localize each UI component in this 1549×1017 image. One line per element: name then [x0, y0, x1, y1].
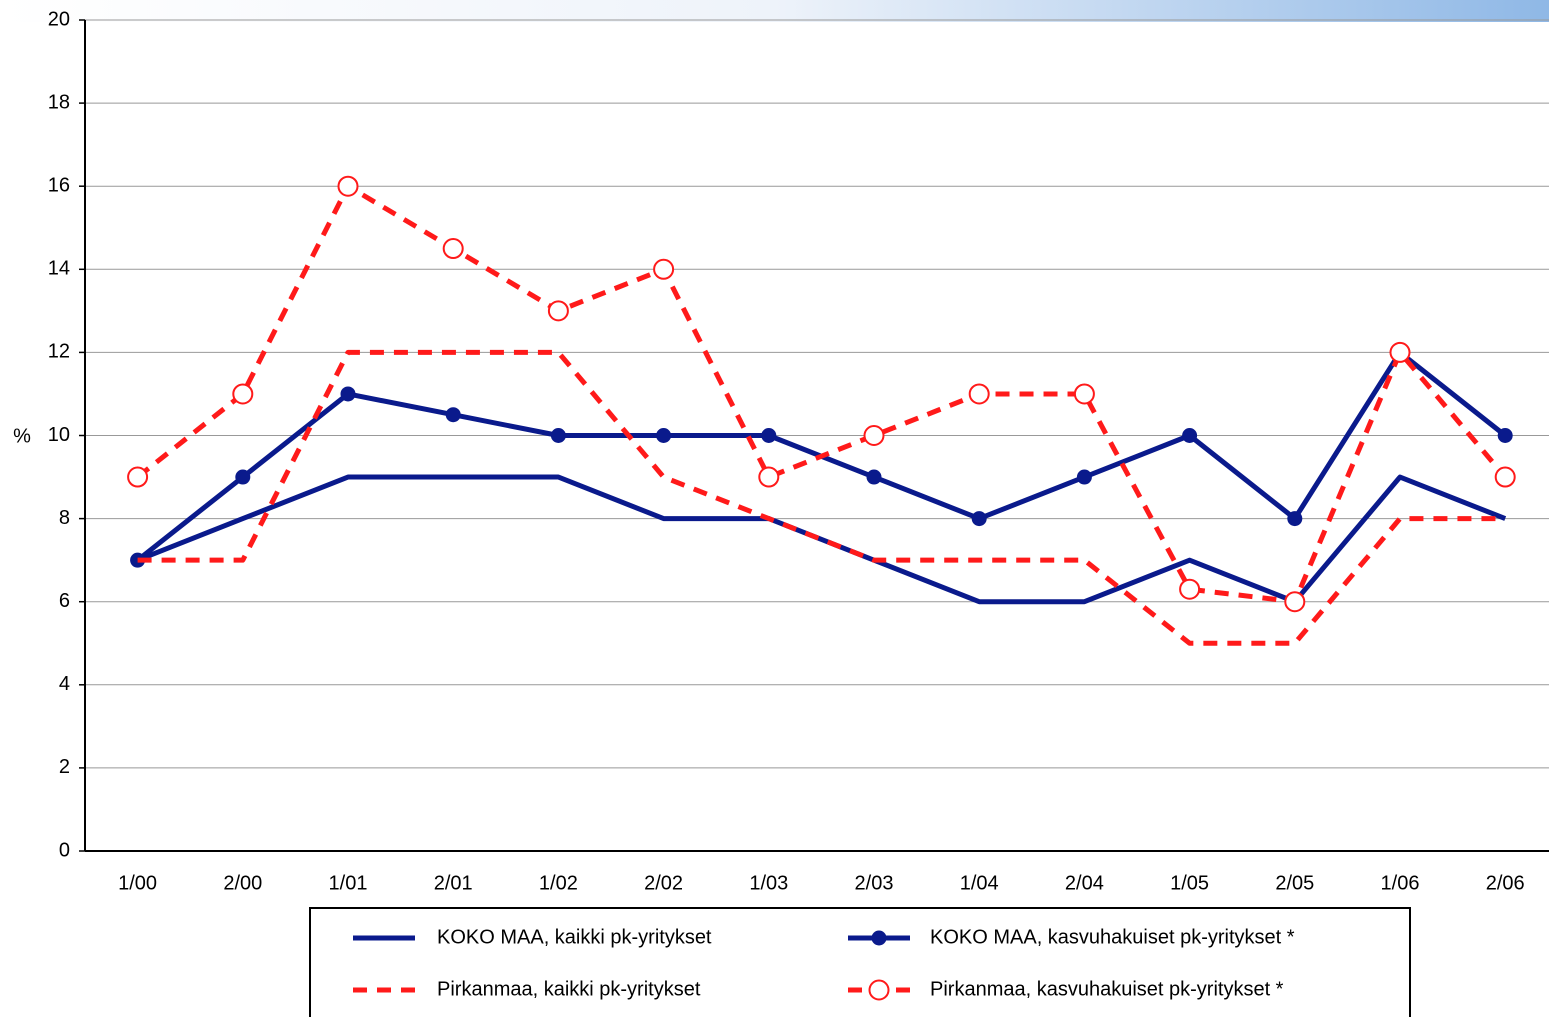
x-tick-label: 1/01 — [329, 872, 368, 894]
y-tick-label: 10 — [48, 424, 70, 446]
y-tick-label: 16 — [48, 174, 70, 196]
series-line — [136, 183, 1508, 605]
data-point — [1497, 428, 1513, 443]
x-tick-label: 2/06 — [1486, 872, 1525, 894]
y-tick-label: 0 — [59, 839, 70, 861]
data-point — [337, 175, 359, 197]
legend-label: Pirkanmaa, kaikki pk-yritykset — [437, 978, 701, 1000]
x-tick-label: 2/05 — [1275, 872, 1314, 894]
data-point — [1073, 383, 1095, 405]
y-tick-label: 12 — [48, 341, 70, 363]
series-line — [136, 474, 1507, 605]
header-band — [0, 0, 1549, 22]
legend-label: Pirkanmaa, kasvuhakuiset pk-yritykset * — [930, 978, 1284, 1000]
data-point — [232, 383, 254, 405]
series-line — [137, 349, 1506, 646]
data-point — [968, 383, 990, 405]
data-point — [1389, 341, 1411, 363]
x-tick-label: 1/06 — [1381, 872, 1420, 894]
data-point — [653, 258, 675, 280]
data-point — [550, 428, 566, 443]
x-tick-label: 1/05 — [1170, 872, 1209, 894]
y-tick-label: 4 — [59, 673, 70, 695]
data-point — [866, 469, 882, 485]
data-point — [758, 466, 780, 488]
x-tick-label: 2/04 — [1065, 872, 1104, 894]
data-point — [127, 466, 149, 488]
data-point — [1284, 591, 1306, 613]
x-tick-label: 1/02 — [539, 872, 578, 894]
data-point — [1179, 578, 1201, 600]
data-point — [1287, 511, 1303, 527]
legend-marker — [871, 930, 887, 946]
y-tick-label: 20 — [48, 8, 70, 30]
data-point — [340, 386, 356, 402]
data-point — [1182, 428, 1198, 443]
y-tick-label: 14 — [48, 258, 70, 280]
x-tick-label: 1/03 — [749, 872, 788, 894]
legend-box — [309, 907, 1411, 1017]
data-point — [1076, 469, 1092, 485]
data-point — [547, 300, 569, 322]
data-point — [445, 407, 461, 423]
x-tick-label: 1/04 — [960, 872, 999, 894]
data-point — [761, 428, 777, 443]
x-tick-label: 2/02 — [644, 872, 683, 894]
x-tick-label: 1/00 — [118, 872, 157, 894]
y-tick-label: 18 — [48, 91, 70, 113]
x-tick-label: 2/00 — [223, 872, 262, 894]
data-point — [1494, 466, 1516, 488]
legend-label: KOKO MAA, kasvuhakuiset pk-yritykset * — [930, 926, 1295, 948]
y-tick-label: 2 — [59, 756, 70, 778]
x-tick-label: 2/03 — [855, 872, 894, 894]
y-tick-label: 8 — [59, 507, 70, 529]
x-tick-label: 2/01 — [434, 872, 473, 894]
legend-label: KOKO MAA, kaikki pk-yritykset — [437, 926, 712, 948]
legend-marker — [868, 979, 890, 1001]
data-point — [656, 428, 672, 443]
y-axis-label: % — [13, 425, 31, 447]
y-tick-label: 6 — [59, 590, 70, 612]
data-point — [971, 511, 987, 527]
data-point — [863, 425, 885, 446]
data-point — [235, 469, 251, 485]
data-point — [442, 238, 464, 260]
